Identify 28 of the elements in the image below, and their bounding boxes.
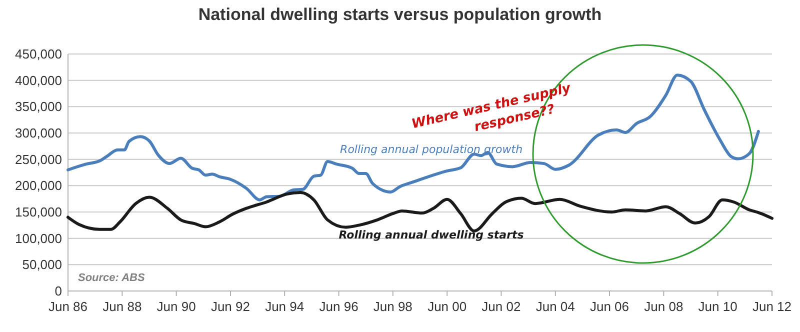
y-tick-label: 400,000 xyxy=(15,72,62,88)
x-tick-label: Jun 92 xyxy=(210,299,250,314)
x-tick-label: Jun 12 xyxy=(752,299,792,314)
y-tick-label: 0 xyxy=(54,284,62,299)
y-tick-label: 200,000 xyxy=(15,178,62,194)
x-tick-label: Jun 10 xyxy=(698,299,738,314)
chart-title: National dwelling starts versus population growth xyxy=(198,5,602,24)
x-tick-label: Jun 98 xyxy=(373,299,412,314)
x-tick-label: Jun 94 xyxy=(265,299,304,314)
y-tick-label: 100,000 xyxy=(15,230,62,246)
x-tick-label: Jun 00 xyxy=(428,299,467,314)
x-tick-label: Jun 90 xyxy=(156,299,196,314)
y-tick-label: 350,000 xyxy=(15,99,62,114)
y-tick-label: 450,000 xyxy=(15,46,62,62)
x-tick-label: Jun 88 xyxy=(102,299,142,314)
x-tick-label: Jun 02 xyxy=(482,299,521,314)
y-tick-label: 50,000 xyxy=(22,257,62,272)
series-label: Rolling annual dwelling starts xyxy=(338,228,524,242)
x-tick-label: Jun 86 xyxy=(48,299,88,314)
y-tick-label: 250,000 xyxy=(15,152,62,167)
y-tick-label: 300,000 xyxy=(15,126,62,141)
x-tick-label: Jun 96 xyxy=(319,299,358,314)
x-tick-label: Jun 06 xyxy=(590,299,630,314)
annotation: Source: ABS xyxy=(78,272,146,284)
y-tick-label: 150,000 xyxy=(15,204,62,220)
x-tick-label: Jun 04 xyxy=(536,299,575,314)
x-tick-label: Jun 08 xyxy=(644,299,684,314)
line-series xyxy=(66,74,760,202)
